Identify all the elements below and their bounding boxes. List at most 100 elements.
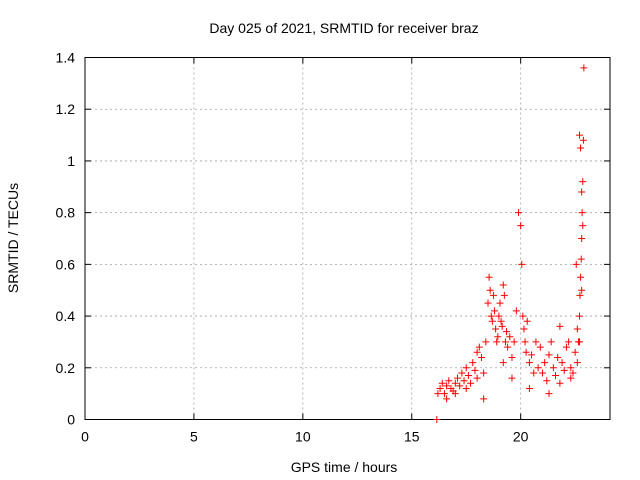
data-point <box>580 64 588 72</box>
data-point <box>549 364 557 372</box>
data-point <box>486 286 494 294</box>
data-point <box>475 343 483 351</box>
data-point <box>536 343 544 351</box>
data-point <box>554 353 562 361</box>
plot-frame <box>84 57 611 420</box>
data-point <box>579 222 587 230</box>
data-point <box>522 348 530 356</box>
data-point <box>528 351 536 359</box>
data-point <box>576 131 584 139</box>
data-point <box>497 317 505 325</box>
data-point <box>438 379 446 387</box>
y-axis-title: SRMTID / TECUs <box>5 183 21 293</box>
data-point <box>521 338 529 346</box>
data-point <box>510 338 518 346</box>
data-point <box>458 369 466 377</box>
data-point <box>523 317 531 325</box>
data-point <box>576 338 584 346</box>
x-tick-label: 0 <box>81 429 89 445</box>
data-point <box>541 359 549 367</box>
data-point <box>456 382 464 390</box>
data-point <box>579 136 587 144</box>
data-point <box>567 374 575 382</box>
data-point <box>515 209 523 217</box>
data-point <box>500 291 508 299</box>
data-point <box>489 291 497 299</box>
data-point <box>462 384 470 392</box>
data-point <box>471 366 479 374</box>
data-point <box>445 377 453 385</box>
data-point <box>464 372 472 380</box>
y-axis: 0 0.2 0.4 0.6 0.8 1 1.2 1.4 <box>56 50 610 428</box>
data-point <box>518 260 526 268</box>
data-point <box>495 312 503 320</box>
data-point <box>517 222 525 230</box>
data-point <box>434 390 442 398</box>
data-point <box>569 369 577 377</box>
data-point <box>480 395 488 403</box>
data-point <box>565 338 573 346</box>
data-point <box>571 348 579 356</box>
data-point <box>503 328 511 336</box>
data-point <box>578 286 586 294</box>
data-point <box>484 299 492 307</box>
x-tick-label: 10 <box>295 429 311 445</box>
data-point <box>488 317 496 325</box>
data-point <box>525 359 533 367</box>
data-point <box>576 312 584 320</box>
data-point <box>577 273 585 281</box>
data-point <box>545 390 553 398</box>
data-point <box>499 359 507 367</box>
data-point <box>491 307 499 315</box>
data-point <box>576 291 584 299</box>
data-point <box>562 343 570 351</box>
data-point <box>545 351 553 359</box>
x-axis-title: GPS time / hours <box>291 459 398 475</box>
chart-title: Day 025 of 2021, SRMTID for receiver bra… <box>209 20 478 36</box>
data-point <box>578 188 586 196</box>
data-point <box>512 307 520 315</box>
data-point <box>520 325 528 333</box>
data-point <box>485 273 493 281</box>
y-tick-label: 0.4 <box>56 308 76 324</box>
data-point <box>519 312 527 320</box>
data-point <box>530 369 538 377</box>
data-point <box>579 178 587 186</box>
data-point <box>467 379 475 387</box>
data-point <box>508 374 516 382</box>
data-point <box>440 390 448 398</box>
y-tick-label: 1 <box>67 153 75 169</box>
data-point <box>525 384 533 392</box>
y-tick-label: 0.6 <box>56 256 76 272</box>
data-point <box>560 366 568 374</box>
data-point <box>451 379 459 387</box>
data-point <box>504 343 512 351</box>
data-point <box>477 353 485 361</box>
data-point <box>454 374 462 382</box>
data-point <box>493 338 501 346</box>
data-point <box>480 369 488 377</box>
data-point <box>443 395 451 403</box>
x-tick-label: 5 <box>190 429 198 445</box>
data-point <box>558 359 566 367</box>
data-point <box>443 382 451 390</box>
y-tick-label: 0.2 <box>56 360 76 376</box>
data-points <box>433 64 588 423</box>
data-point <box>469 359 477 367</box>
data-point <box>547 338 555 346</box>
data-point <box>501 338 509 346</box>
data-point <box>543 377 551 385</box>
data-point <box>436 384 444 392</box>
x-tick-label: 20 <box>513 429 529 445</box>
y-tick-label: 0.8 <box>56 205 76 221</box>
data-point <box>534 364 542 372</box>
data-point <box>556 322 564 330</box>
y-tick-label: 1.4 <box>56 50 76 66</box>
grid-lines <box>85 57 610 420</box>
data-point <box>578 209 586 217</box>
y-tick-label: 0 <box>67 412 75 428</box>
data-point <box>572 260 580 268</box>
data-point <box>556 379 564 387</box>
x-axis: 0 5 10 15 20 <box>81 57 529 445</box>
